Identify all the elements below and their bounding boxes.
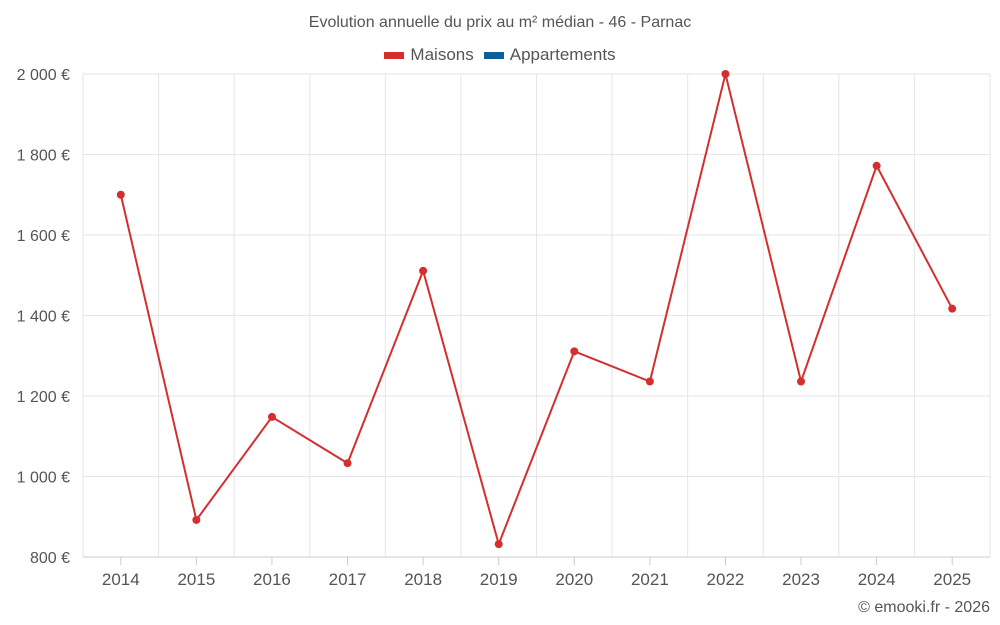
legend-item-maisons[interactable]: Maisons: [384, 45, 474, 65]
data-point[interactable]: [645, 377, 654, 386]
y-tick-label: 1 600 €: [17, 228, 70, 245]
y-tick-label: 1 200 €: [17, 389, 70, 406]
axis-layer: 800 € 1 000 € 1 200 € 1 400 € 1 600 € 1 800 €…: [17, 67, 990, 589]
chart-title: Evolution annuelle du prix au m² médian …: [308, 14, 692, 31]
data-point[interactable]: [494, 540, 503, 549]
legend-label-maisons: Maisons: [410, 45, 474, 64]
x-tick-label: 2014: [102, 570, 140, 589]
data-point[interactable]: [721, 70, 730, 78]
x-tick-label: 2016: [253, 570, 291, 589]
data-point[interactable]: [570, 347, 579, 356]
data-point[interactable]: [419, 266, 428, 275]
data-point[interactable]: [116, 190, 125, 199]
y-tick-label: 800 €: [30, 550, 70, 567]
legend-item-appartements[interactable]: Appartements: [483, 45, 616, 65]
data-point[interactable]: [797, 377, 806, 386]
x-tick-label: 2018: [404, 570, 442, 589]
legend-label-appartements: Appartements: [509, 45, 616, 64]
x-tick-label: 2015: [177, 570, 215, 589]
legend: Maisons Appartements: [0, 45, 1000, 65]
x-tick-label: 2025: [933, 570, 971, 589]
data-point[interactable]: [267, 412, 276, 421]
y-tick-label: 1 800 €: [17, 148, 70, 165]
legend-swatch-maisons: [384, 51, 405, 59]
data-point[interactable]: [948, 304, 957, 313]
y-tick-label: 1 400 €: [17, 309, 70, 326]
footer-credit: © emooki.fr - 2026: [858, 599, 990, 616]
x-tick-label: 2023: [782, 570, 820, 589]
x-tick-label: 2021: [631, 570, 669, 589]
data-point[interactable]: [192, 515, 201, 524]
series-line-maisons: [119, 73, 954, 548]
x-tick-label: 2017: [329, 570, 367, 589]
grid-layer: [82, 73, 991, 558]
y-tick-label: 2 000 €: [17, 67, 70, 84]
series-layer: [116, 70, 957, 549]
data-point[interactable]: [343, 459, 352, 468]
y-tick-label: 1 000 €: [17, 470, 70, 487]
legend-swatch-appartements: [483, 51, 504, 59]
x-tick-label: 2020: [555, 570, 593, 589]
x-tick-label: 2019: [480, 570, 518, 589]
x-tick-label: 2022: [707, 570, 745, 589]
x-tick-label: 2024: [858, 570, 896, 589]
data-point[interactable]: [872, 161, 881, 170]
